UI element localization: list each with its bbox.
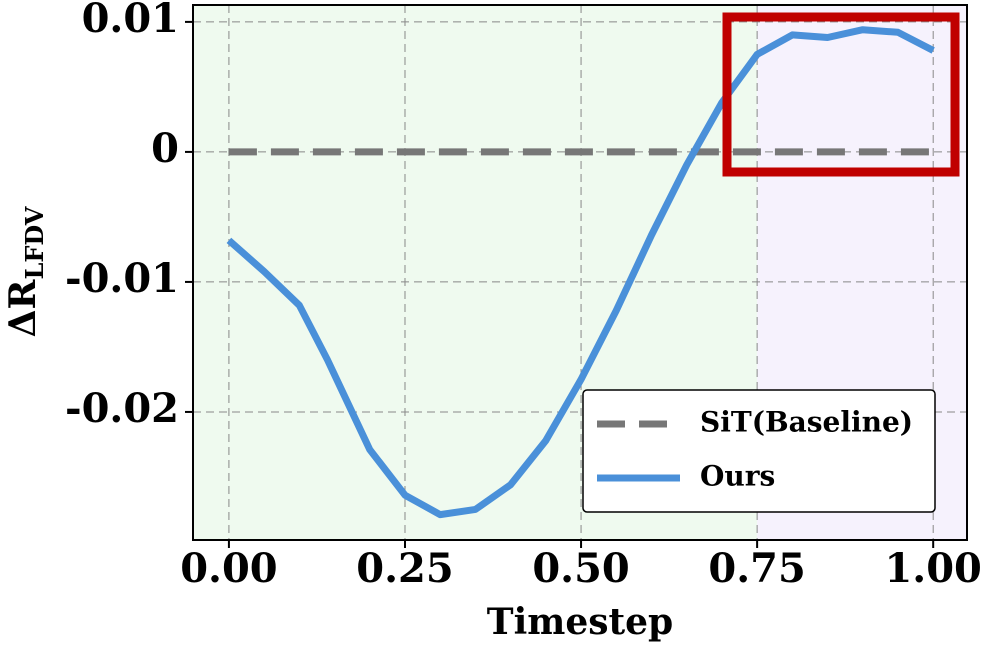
legend-label: SiT(Baseline) bbox=[700, 406, 913, 439]
plot-frame bbox=[192, 4, 968, 541]
y-axis-title: ΔRLFDV bbox=[2, 206, 49, 337]
x-tick-label: 0.50 bbox=[532, 545, 629, 592]
highlight-box bbox=[722, 12, 960, 177]
y-axis-title-sub: LFDV bbox=[20, 206, 49, 279]
y-tick-label: -0.02 bbox=[65, 385, 179, 432]
y-tick-label: 0.01 bbox=[82, 0, 179, 42]
series-line bbox=[226, 26, 935, 519]
x-tick-label: 0.00 bbox=[180, 545, 277, 592]
y-tick-label: 0 bbox=[151, 125, 179, 172]
legend-label: Ours bbox=[700, 460, 775, 493]
x-tick-label: 1.00 bbox=[884, 545, 981, 592]
x-tick-label: 0.25 bbox=[356, 545, 453, 592]
y-axis-title-main: ΔR bbox=[2, 278, 44, 337]
x-tick-label: 0.75 bbox=[708, 545, 805, 592]
x-axis-title: Timestep bbox=[487, 601, 673, 643]
y-tick-label: -0.01 bbox=[65, 255, 179, 302]
